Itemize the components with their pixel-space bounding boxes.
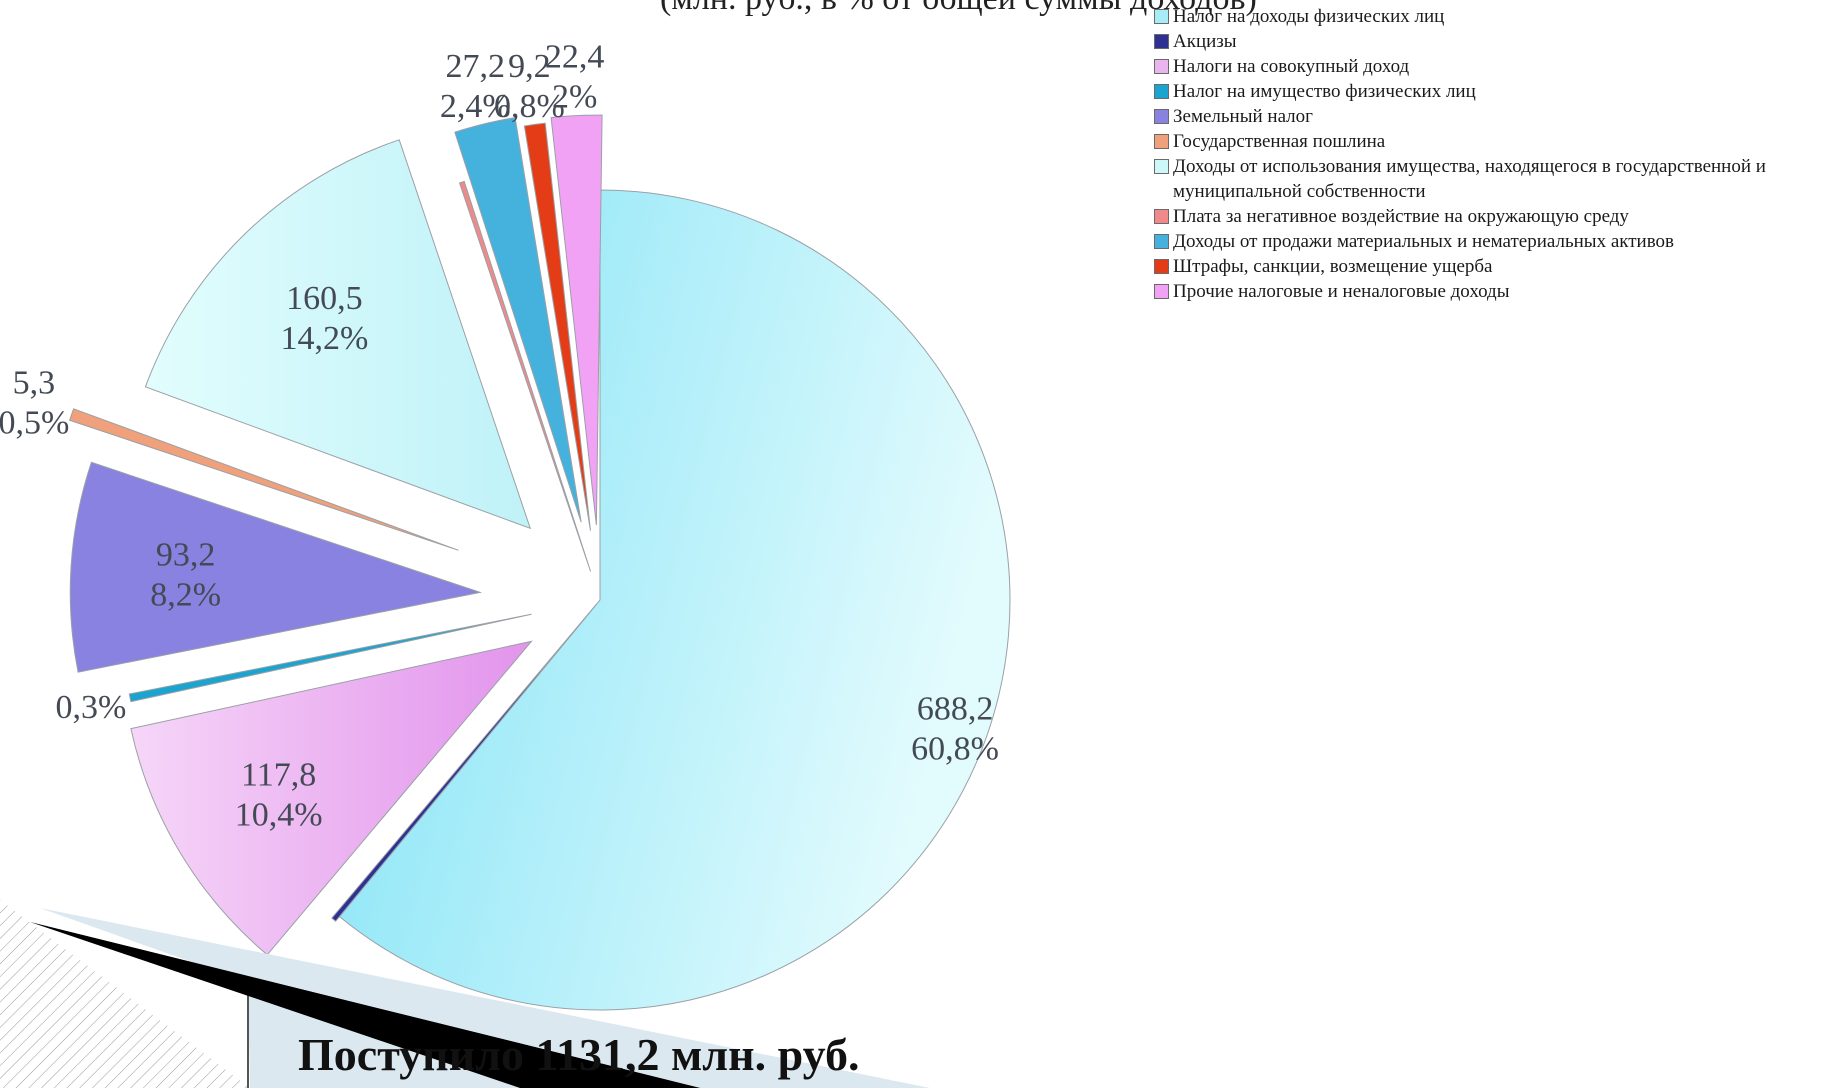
- legend-label: Налог на доходы физических лиц: [1173, 6, 1445, 27]
- pie-slice: [69, 461, 483, 673]
- legend-swatch: [1154, 259, 1169, 274]
- legend-item: Налог на доходы физических лиц: [1152, 4, 1820, 29]
- pie-slice: [331, 604, 597, 922]
- legend-item: Налог на имущество физических лиц: [1152, 79, 1820, 104]
- pie-slice: [144, 139, 532, 530]
- legend-item: Прочие налоговые и неналоговые доходы: [1152, 279, 1820, 304]
- slice-data-label: 9,2 0,8%: [494, 48, 565, 125]
- legend-item: Доходы от использования имущества, наход…: [1152, 154, 1820, 204]
- legend-item: Земельный налог: [1152, 104, 1820, 129]
- pie-slice: [69, 408, 459, 551]
- slice-data-label: 160,5 14,2%: [280, 280, 368, 357]
- legend-item: Налоги на совокупный доход: [1152, 54, 1820, 79]
- legend-label: Налоги на совокупный доход: [1173, 56, 1410, 77]
- chart-legend: Налог на доходы физических лиц Акцизы Нало…: [1152, 4, 1820, 304]
- legend-swatch: [1154, 234, 1169, 249]
- legend-label: Государственная пошлина: [1173, 131, 1386, 152]
- decorative-corner: [0, 900, 930, 1088]
- chart-title-fragment: (млн. руб., в % от общей суммы доходов): [660, 0, 1257, 18]
- legend-label: Доходы от продажи материальных и нематер…: [1173, 231, 1675, 252]
- slice-data-label: 93,2 8,2%: [150, 537, 221, 614]
- pie-slice: [550, 114, 603, 526]
- slice-data-label: 22,4 2%: [545, 39, 605, 116]
- legend-item: Государственная пошлина: [1152, 129, 1820, 154]
- legend-swatch: [1154, 134, 1169, 149]
- legend-swatch: [1154, 284, 1169, 299]
- pie-slice: [458, 180, 592, 572]
- legend-swatch: [1154, 209, 1169, 224]
- legend-label: Штрафы, санкции, возмещение ущерба: [1173, 256, 1493, 277]
- legend-swatch: [1154, 9, 1169, 24]
- pie-slice: [454, 117, 582, 523]
- legend-item: Штрафы, санкции, возмещение ущерба: [1152, 254, 1820, 279]
- slice-data-label: 0,3%: [56, 689, 127, 726]
- legend-label: Налог на имущество физических лиц: [1173, 81, 1476, 102]
- total-revenue-caption: Поступило 1131,2 млн. руб.: [298, 1029, 860, 1080]
- legend-swatch: [1154, 84, 1169, 99]
- legend-swatch: [1154, 159, 1169, 174]
- pie-slice: [128, 613, 532, 703]
- legend-swatch: [1154, 109, 1169, 124]
- pie-slice: [338, 189, 1011, 1011]
- legend-swatch: [1154, 59, 1169, 74]
- legend-label: Земельный налог: [1173, 106, 1313, 127]
- legend-item: Акцизы: [1152, 29, 1820, 54]
- pie-slice: [130, 640, 533, 956]
- pie-chart: 688,2 60,8% 117,8 10,4% 0,3% 93,2 8,2% 5,3 0,5% 1…: [0, 39, 1011, 1011]
- pie-slice: [523, 122, 591, 531]
- legend-label: Акцизы: [1173, 31, 1237, 52]
- legend-item: Доходы от продажи материальных и нематер…: [1152, 229, 1820, 254]
- legend-item: Плата за негативное воздействие на окруж…: [1152, 204, 1820, 229]
- legend-label: Прочие налоговые и неналоговые доходы: [1173, 281, 1510, 302]
- legend-label: Плата за негативное воздействие на окруж…: [1173, 206, 1629, 227]
- legend-label: Доходы от использования имущества, наход…: [1173, 156, 1766, 202]
- slice-data-label: 688,2 60,8%: [911, 690, 999, 767]
- slice-data-label: 27,2 2,4%: [440, 48, 511, 125]
- slice-data-label: 5,3 0,5%: [0, 364, 69, 441]
- legend-swatch: [1154, 34, 1169, 49]
- slice-data-label: 117,8 10,4%: [235, 757, 323, 834]
